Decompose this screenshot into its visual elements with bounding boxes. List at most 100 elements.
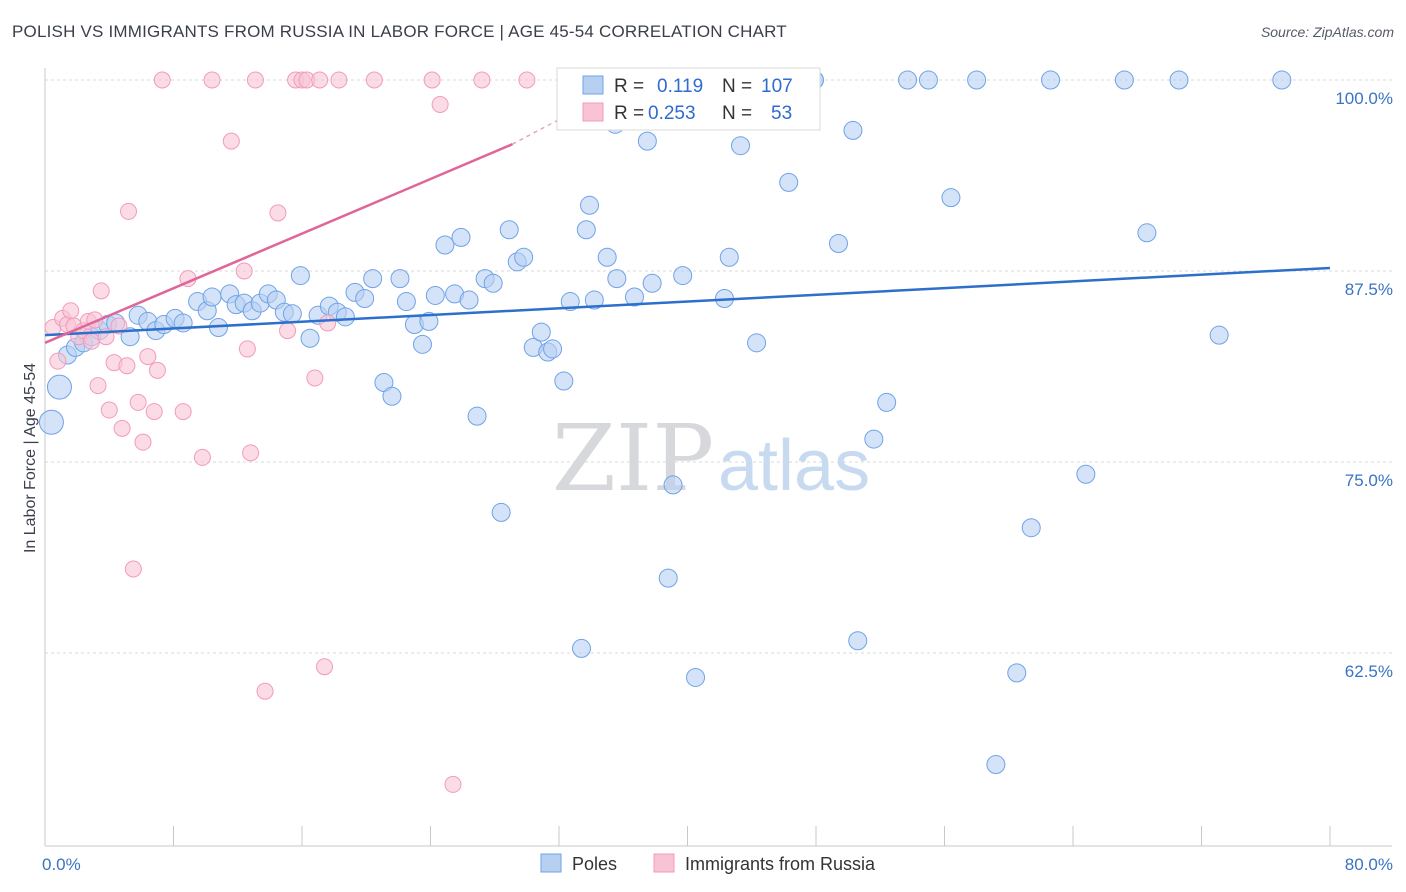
point-poles-37 (363, 269, 383, 289)
point-poles-67 (597, 247, 617, 267)
bottom-legend-swatch-poles (540, 853, 562, 873)
point-poles-73 (658, 568, 678, 588)
trend-line-poles (44, 266, 1331, 337)
y-tick-labels: 62.5% 75.0% 87.5% 100.0% (1335, 89, 1393, 681)
x-tick-label-0: 0.0% (42, 855, 81, 874)
point-poles-30 (300, 328, 320, 348)
legend-n-label-russia: N = (722, 103, 752, 124)
point-poles-41 (396, 292, 416, 312)
point-russia-35 (246, 71, 264, 89)
point-poles-46 (435, 235, 455, 255)
point-poles-90 (848, 631, 868, 651)
point-poles-61 (554, 371, 574, 391)
point-russia-9 (83, 332, 101, 350)
point-russia-29 (193, 448, 211, 466)
point-poles-28 (282, 304, 302, 324)
point-russia-30 (203, 71, 221, 89)
point-russia-50 (444, 775, 462, 793)
point-poles-97 (986, 755, 1006, 775)
point-poles-49 (459, 290, 479, 310)
point-poles-91 (864, 429, 884, 449)
point-poles-69 (607, 269, 627, 289)
bottom-legend-poles: Poles (572, 854, 617, 874)
x-tick-label-1: 80.0% (1345, 855, 1393, 874)
point-russia-4 (62, 302, 80, 320)
point-poles-36 (355, 289, 375, 309)
legend-n-value-poles: 107 (761, 76, 793, 97)
point-poles-75 (673, 266, 693, 286)
legend-swatch-poles (582, 75, 604, 95)
point-poles-52 (483, 273, 503, 293)
point-russia-45 (319, 314, 337, 332)
point-russia-36 (256, 682, 274, 700)
point-poles-43 (412, 334, 432, 354)
point-poles-70 (624, 287, 644, 307)
point-russia-42 (306, 369, 324, 387)
legend-r-label-russia: R = (614, 103, 644, 124)
point-poles-104 (1169, 70, 1189, 90)
watermark-zip: ZIP (552, 405, 714, 512)
point-poles-98 (1007, 663, 1027, 683)
point-poles-66 (584, 290, 604, 310)
point-poles-71 (637, 131, 657, 151)
point-poles-76 (686, 667, 706, 687)
point-poles-102 (1114, 70, 1134, 90)
source-label: Source: ZipAtlas.com (1260, 24, 1394, 40)
point-russia-26 (153, 71, 171, 89)
point-poles-64 (576, 220, 596, 240)
chart-title: POLISH VS IMMIGRANTS FROM RUSSIA IN LABO… (12, 22, 787, 41)
point-russia-11 (89, 377, 107, 395)
point-poles-106 (1272, 70, 1292, 90)
point-poles-1 (46, 374, 72, 400)
point-russia-20 (124, 560, 142, 578)
point-poles-88 (828, 233, 848, 253)
gridlines (45, 79, 1392, 654)
point-poles-56 (514, 247, 534, 267)
point-poles-18 (202, 287, 222, 307)
point-poles-80 (719, 247, 739, 267)
point-poles-100 (1041, 70, 1061, 90)
trend-lines (44, 109, 1331, 344)
point-russia-25 (148, 361, 166, 379)
point-poles-29 (290, 266, 310, 286)
trend-line-russia (44, 143, 513, 344)
point-russia-24 (145, 403, 163, 421)
point-russia-21 (129, 393, 147, 411)
axes (44, 68, 1392, 847)
point-poles-103 (1137, 223, 1157, 243)
y-tick-label-0: 62.5% (1345, 662, 1393, 681)
point-russia-12 (92, 282, 110, 300)
point-russia-14 (100, 401, 118, 419)
bottom-legend-russia: Immigrants from Russia (685, 854, 876, 874)
point-poles-72 (642, 273, 662, 293)
point-russia-47 (365, 71, 383, 89)
point-poles-93 (898, 70, 918, 90)
point-poles-82 (747, 333, 767, 353)
point-russia-33 (238, 340, 256, 358)
y-tick-label-1: 75.0% (1345, 471, 1393, 490)
point-poles-95 (941, 188, 961, 208)
point-russia-31 (222, 132, 240, 150)
legend-n-value-russia: 53 (771, 103, 792, 124)
point-poles-53 (491, 502, 511, 522)
point-russia-38 (279, 322, 297, 340)
point-poles-0 (38, 409, 64, 435)
point-poles-34 (335, 307, 355, 327)
point-poles-44 (419, 311, 439, 331)
point-poles-62 (560, 292, 580, 312)
point-russia-46 (330, 71, 348, 89)
point-poles-54 (499, 220, 519, 240)
point-russia-51 (473, 71, 491, 89)
legend-n-label-poles: N = (722, 76, 752, 97)
point-poles-60 (543, 339, 563, 359)
point-poles-89 (843, 120, 863, 140)
y-tick-label-3: 100.0% (1335, 89, 1393, 108)
point-poles-45 (425, 285, 445, 305)
point-russia-27 (174, 403, 192, 421)
point-poles-92 (877, 392, 897, 412)
point-poles-48 (451, 227, 471, 247)
point-poles-74 (663, 475, 683, 495)
point-russia-52 (518, 71, 536, 89)
point-russia-17 (113, 419, 131, 437)
bottom-legend: Poles Immigrants from Russia (540, 853, 876, 874)
